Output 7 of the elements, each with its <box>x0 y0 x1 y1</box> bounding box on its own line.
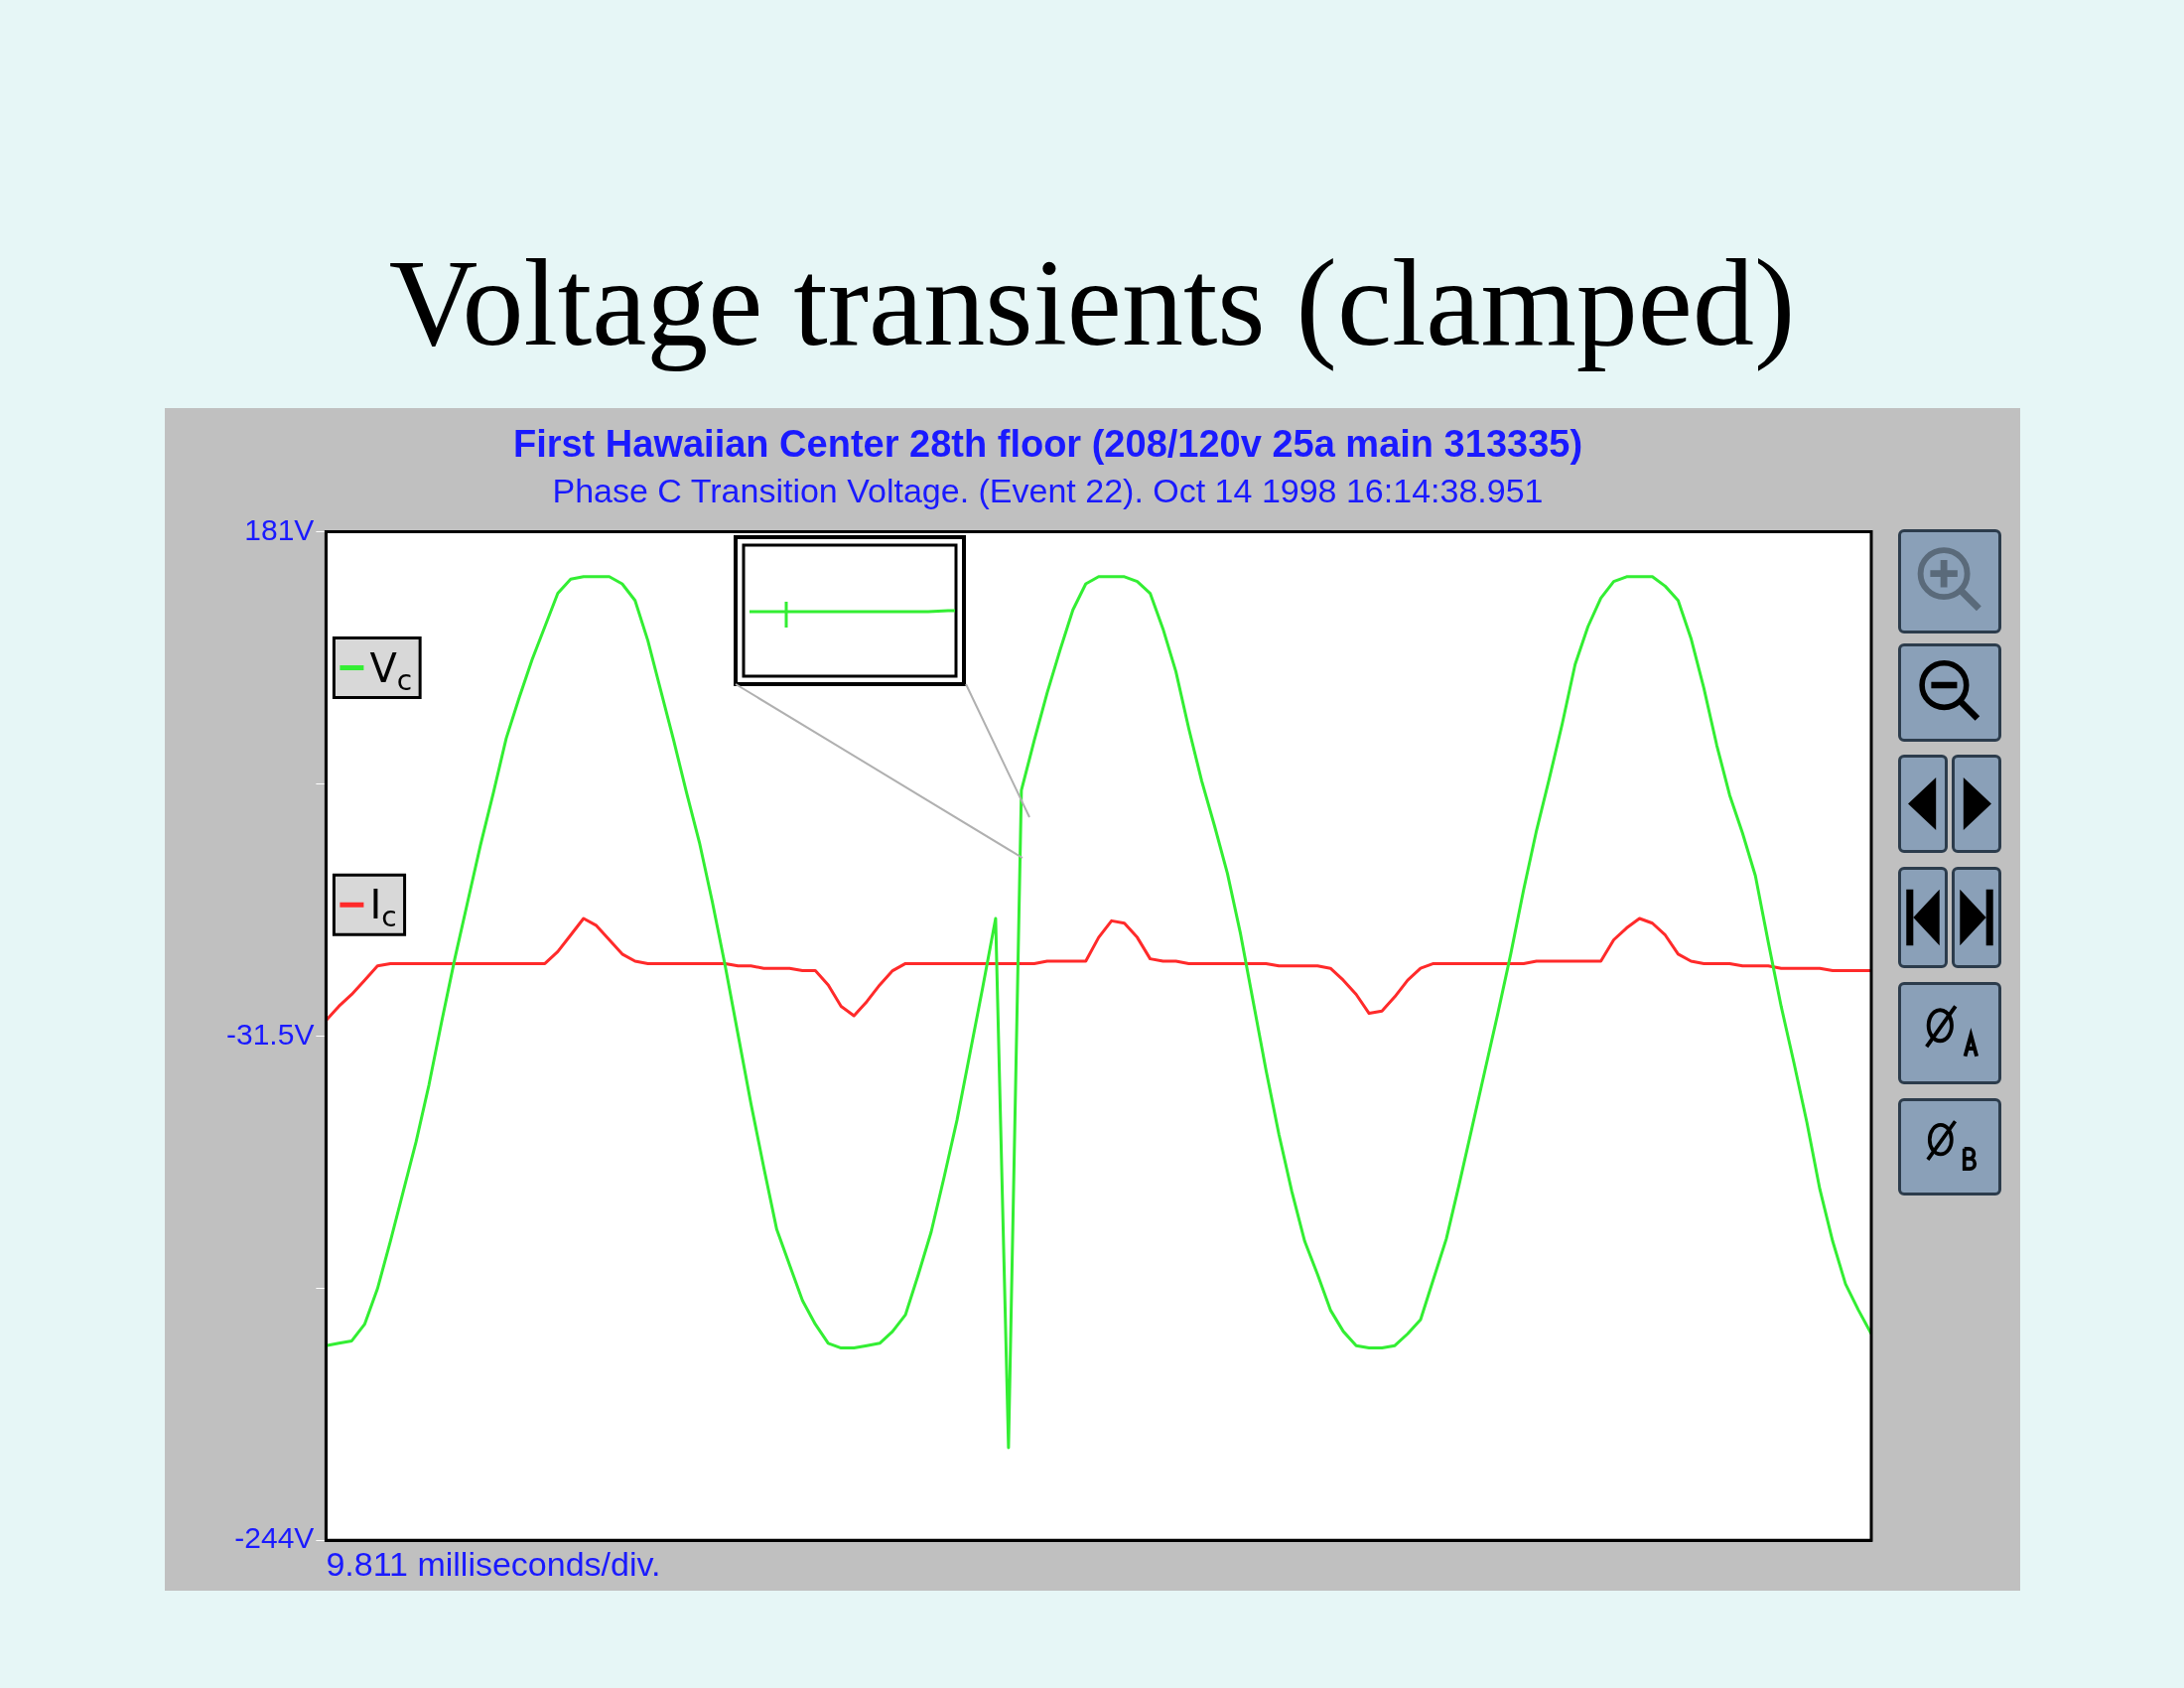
y-tick-label: 181V <box>244 512 315 546</box>
chart-subtitle: First Hawaiian Center 28th floor (208/120v 25a main 313335) <box>512 423 1583 466</box>
y-tick-label: -244V <box>234 1521 315 1555</box>
y-tick-label: -31.5V <box>226 1017 315 1051</box>
x-axis-title: 9.811 milliseconds/div. <box>326 1544 661 1583</box>
text: Phase C Transition Voltage. (Event 22). Oct 14 1998 16:14:38.951 <box>552 472 1544 510</box>
chart-title: Voltage transients (clamped) <box>387 234 1797 373</box>
